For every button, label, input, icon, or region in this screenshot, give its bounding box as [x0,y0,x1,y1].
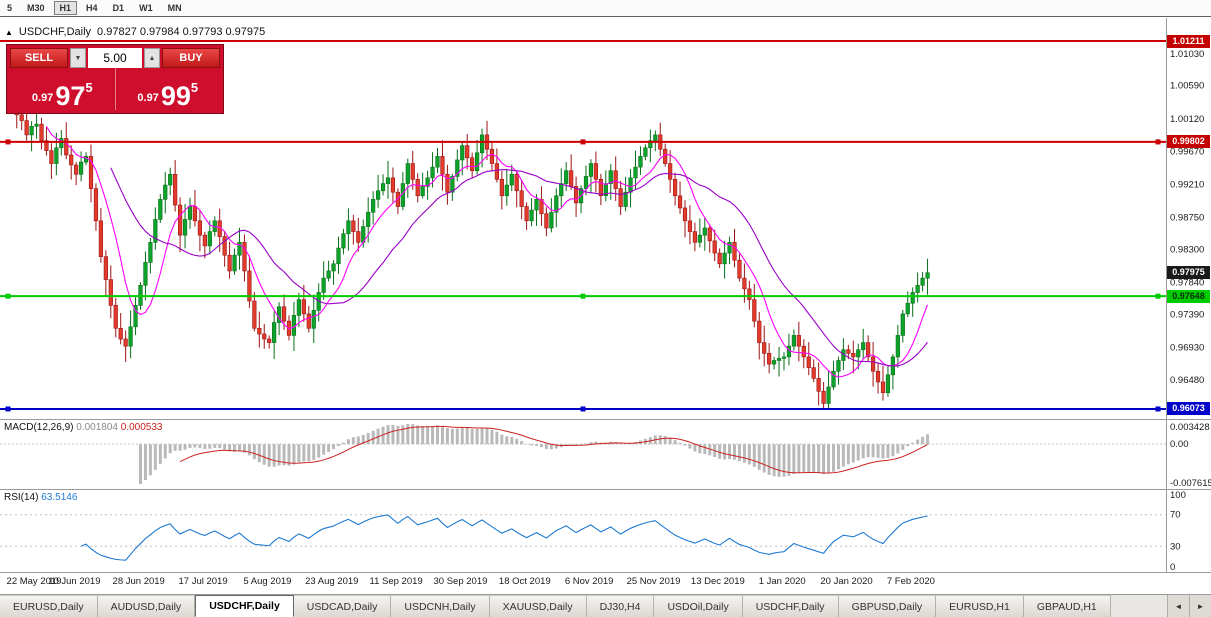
price-badge-1.01211: 1.01211 [1167,34,1210,48]
chart-symbol-period: USDCHF,Daily [18,26,92,38]
macd-signal-value: 0.000533 [120,422,163,433]
timeframe-button-H4[interactable]: H4 [86,3,98,13]
candlesticks [9,83,930,409]
chart-tab-USDCNH,Daily[interactable]: USDCNH,Daily [391,595,490,617]
timeframe-button-5[interactable]: 5 [7,3,13,13]
tab-scroll-left-button[interactable]: ◄ [1167,595,1189,617]
buy-price-big: 99 [160,81,191,112]
chart-tab-GBPUSD,Daily[interactable]: GBPUSD,Daily [838,595,937,617]
rsi-scale-label: 0 [1170,562,1175,573]
price-scale-label: 0.96480 [1170,375,1204,386]
timeframe-button-MN[interactable]: MN [167,3,182,13]
rsi-indicator-label: RSI(14) 63.5146 [4,492,78,503]
chart-tab-DJ30,H4[interactable]: DJ30,H4 [586,595,655,617]
date-axis-label: 11 Sep 2019 [370,576,423,587]
volume-increase-button[interactable]: ▲ [144,48,160,68]
price-scale-label: 1.00590 [1170,80,1204,91]
chart-tab-USDCHF,Daily[interactable]: USDCHF,Daily [742,595,839,617]
volume-field[interactable]: 5.00 [88,48,142,68]
chart-ohlc-values: 0.97827 0.97984 0.97793 0.97975 [97,26,266,38]
macd-value: 0.001804 [76,422,118,433]
price-scale-label: 1.01030 [1170,49,1204,60]
chart-tab-USDCAD,Daily[interactable]: USDCAD,Daily [293,595,392,617]
chart-tab-AUDUSD,Daily[interactable]: AUDUSD,Daily [97,595,196,617]
price-badge-0.96073: 0.96073 [1167,402,1210,416]
chart-tab-USDOil,Daily[interactable]: USDOil,Daily [654,595,743,617]
price-scale-label: 0.99210 [1170,179,1204,190]
price-badge-0.97648: 0.97648 [1167,289,1210,303]
price-scale-label: 1.00120 [1170,114,1204,125]
date-axis-label: 1 Jan 2020 [759,576,806,587]
chart-tab-USDCHF,Daily[interactable]: USDCHF,Daily [195,595,294,617]
ma-fast-line [45,126,929,378]
timeframe-toolbar: 5 M30 H1 H4 D1 W1 MN [0,0,1211,17]
chart-tab-bar: EURUSD,Daily AUDUSD,Daily USDCHF,Daily USDC… [0,594,1211,617]
sell-price-big: 97 [55,81,86,112]
chart-tab-XAUUSD,Daily[interactable]: XAUUSD,Daily [489,595,587,617]
macd-scale-label: 0.00 [1170,439,1189,450]
date-axis-label: 20 Jan 2020 [820,576,872,587]
date-axis-label: 6 Nov 2019 [565,576,614,587]
volume-decrease-button[interactable]: ▼ [70,48,86,68]
price-badge-0.97975: 0.97975 [1167,266,1210,280]
timeframe-button-M30[interactable]: M30 [27,3,45,13]
sell-price-display[interactable]: 0.97 97 5 [10,68,116,110]
sell-button[interactable]: SELL [10,48,68,68]
macd-signal-line [179,425,928,474]
macd-scale-label: 0.003428 [1170,422,1210,433]
date-axis-label: 22 May 2019 [7,576,62,587]
date-axis-label: 13 Dec 2019 [691,576,745,587]
chart-tab-EURUSD,H1[interactable]: EURUSD,H1 [936,595,1024,617]
rsi-scale-label: 100 [1170,490,1186,501]
sell-price-sup: 5 [85,80,93,95]
buy-price-prefix: 0.97 [137,92,159,104]
timeframe-button-H1[interactable]: H1 [53,1,78,15]
chart-title: ▲ USDCHF,Daily 0.97827 0.97984 0.97793 0… [5,26,265,38]
buy-price-display[interactable]: 0.97 99 5 [116,68,221,110]
timeframe-button-D1[interactable]: D1 [112,3,125,13]
date-axis-label: 7 Feb 2020 [887,576,935,587]
price-scale-label: 0.98750 [1170,212,1204,223]
chart-tab-EURUSD,Daily[interactable]: EURUSD,Daily [0,595,98,617]
one-click-collapse-icon[interactable]: ▲ [5,27,13,37]
sell-price-prefix: 0.97 [31,92,54,104]
buy-button[interactable]: BUY [162,48,220,68]
ma-slow-line [110,167,928,367]
macd-histogram [139,424,930,484]
price-scale-label: 0.97840 [1170,277,1204,288]
chart-tab-GBPAUD,H1[interactable]: GBPAUD,H1 [1023,595,1111,617]
rsi-scale-label: 70 [1170,510,1181,521]
tab-scroll-right-button[interactable]: ► [1189,595,1211,617]
date-axis-label: 23 Aug 2019 [305,576,358,587]
price-scale-label: 0.99670 [1170,146,1204,157]
one-click-trading-panel: SELL ▼ 5.00 ▲ BUY 0.97 97 5 0.97 99 5 [6,44,224,114]
rsi-value: 63.5146 [41,492,78,503]
timeframe-button-W1[interactable]: W1 [139,3,153,13]
macd-scale-label: -0.007615 [1170,478,1211,489]
rsi-line [80,514,928,561]
rsi-scale-label: 30 [1170,541,1181,552]
date-axis-label: 5 Aug 2019 [243,576,291,587]
macd-indicator-label: MACD(12,26,9) 0.001804 0.000533 [4,422,163,433]
date-axis-label: 30 Sep 2019 [434,576,488,587]
date-axis-label: 17 Jul 2019 [178,576,227,587]
price-scale-label: 0.97390 [1170,310,1204,321]
price-scale-label: 0.98300 [1170,244,1204,255]
price-scale-label: 0.96930 [1170,343,1204,354]
date-axis-label: 10 Jun 2019 [48,576,100,587]
chart-region: 0.003428 0.00 -0.007615 100 70 30 0 22 May 2019… [0,18,1211,594]
buy-price-sup: 5 [190,80,199,95]
date-axis-label: 28 Jun 2019 [113,576,165,587]
date-axis-label: 25 Nov 2019 [627,576,681,587]
date-axis-label: 18 Oct 2019 [499,576,551,587]
price-badge-0.99802: 0.99802 [1167,135,1210,149]
